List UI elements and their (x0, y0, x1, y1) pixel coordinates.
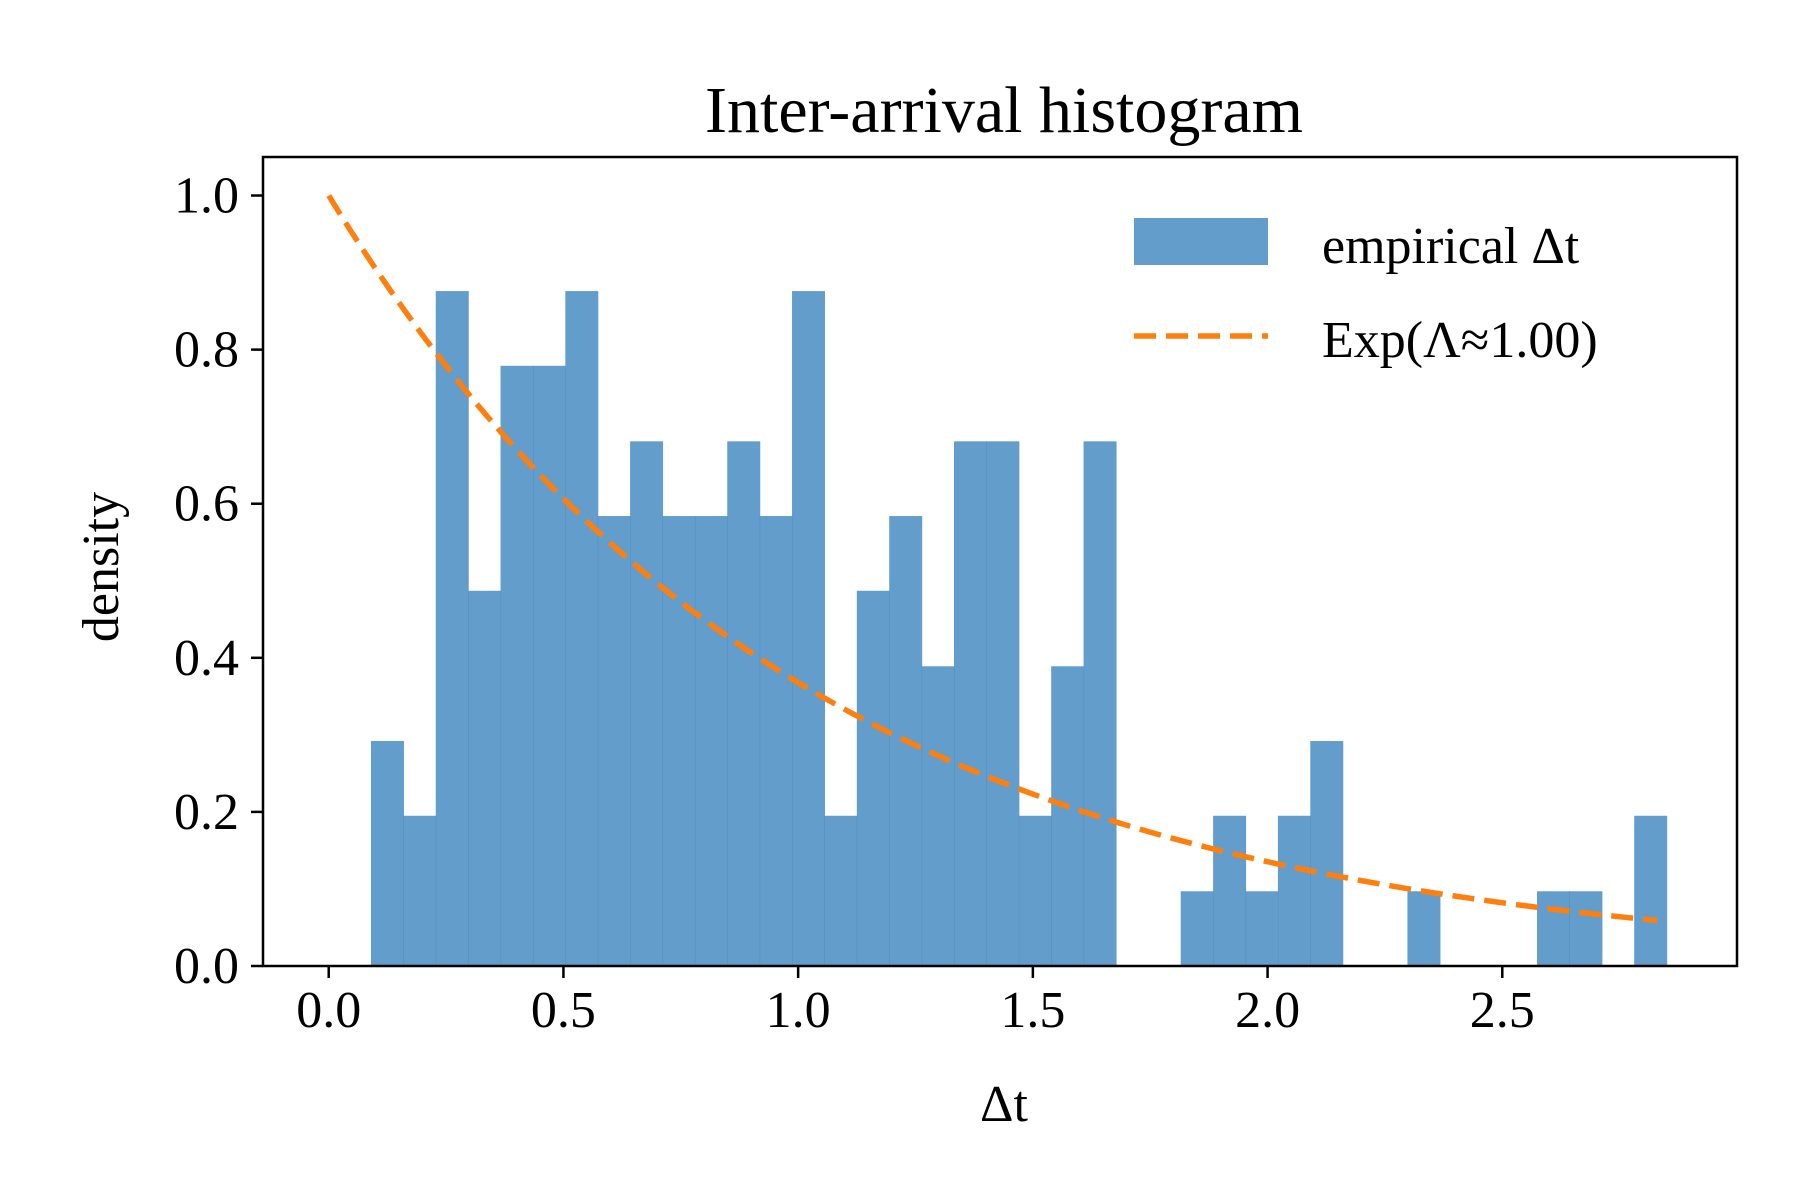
histogram-bar (954, 441, 987, 966)
y-tick-label: 0.6 (174, 476, 239, 533)
histogram-bar (500, 365, 534, 966)
y-tick-label: 0.4 (174, 630, 239, 687)
histogram-bar (662, 516, 696, 966)
histogram-bar (1083, 441, 1117, 966)
histogram-bars (370, 291, 1668, 966)
y-axis-ticks: 0.0 0.2 0.4 0.6 0.8 1.0 (174, 168, 263, 995)
histogram-bar (694, 516, 728, 966)
histogram-bar (1213, 815, 1247, 966)
legend: empirical Δt Exp(Λ≈1.00) (1134, 218, 1598, 369)
x-tick-label: 0.5 (531, 982, 596, 1039)
legend-label-histogram: empirical Δt (1322, 218, 1580, 275)
histogram-bar (403, 815, 437, 966)
histogram-bar (468, 590, 502, 966)
histogram-bar (856, 590, 890, 966)
histogram-bar (1018, 815, 1052, 966)
histogram-bar (1245, 891, 1279, 966)
x-tick-label: 1.0 (766, 982, 831, 1039)
histogram-bar (1180, 891, 1214, 966)
histogram-bar (1051, 666, 1085, 966)
histogram-bar (532, 365, 566, 966)
histogram-bar (1277, 815, 1311, 966)
exp-fit-curve (326, 194, 1658, 924)
histogram-bar (435, 291, 469, 966)
histogram-bar (1537, 891, 1571, 966)
plot-area-frame (261, 155, 1739, 968)
histogram-bar (986, 441, 1020, 966)
histogram-bar (792, 291, 826, 966)
histogram-bar (759, 516, 793, 966)
x-tick-label: 0.0 (296, 982, 361, 1039)
x-tick-label: 2.0 (1235, 982, 1300, 1039)
y-tick-label: 1.0 (174, 168, 239, 225)
y-axis-label: density (73, 492, 130, 642)
y-tick-label: 0.2 (174, 784, 239, 841)
histogram-bar (1407, 891, 1441, 966)
histogram-bar (1310, 741, 1344, 966)
histogram-bar (370, 741, 404, 966)
x-tick-label: 2.5 (1470, 982, 1535, 1039)
x-axis-ticks: 0.0 0.5 1.0 1.5 2.0 2.5 (296, 966, 1535, 1039)
legend-swatch-histogram (1134, 218, 1268, 265)
histogram-bar (727, 441, 761, 966)
legend-label-fit-curve: Exp(Λ≈1.00) (1322, 312, 1598, 369)
chart-title: Inter-arrival histogram (705, 74, 1303, 147)
histogram-bar (597, 516, 631, 966)
histogram-bar (824, 815, 858, 966)
x-tick-label: 1.5 (1000, 982, 1065, 1039)
histogram-bar (1569, 891, 1603, 966)
histogram-bar (1634, 815, 1668, 966)
x-axis-label: Δt (980, 1076, 1028, 1133)
y-tick-label: 0.0 (174, 938, 239, 995)
histogram-bar (630, 441, 664, 966)
histogram-bar (921, 666, 955, 966)
histogram-bar (565, 291, 599, 966)
y-tick-label: 0.8 (174, 322, 239, 379)
